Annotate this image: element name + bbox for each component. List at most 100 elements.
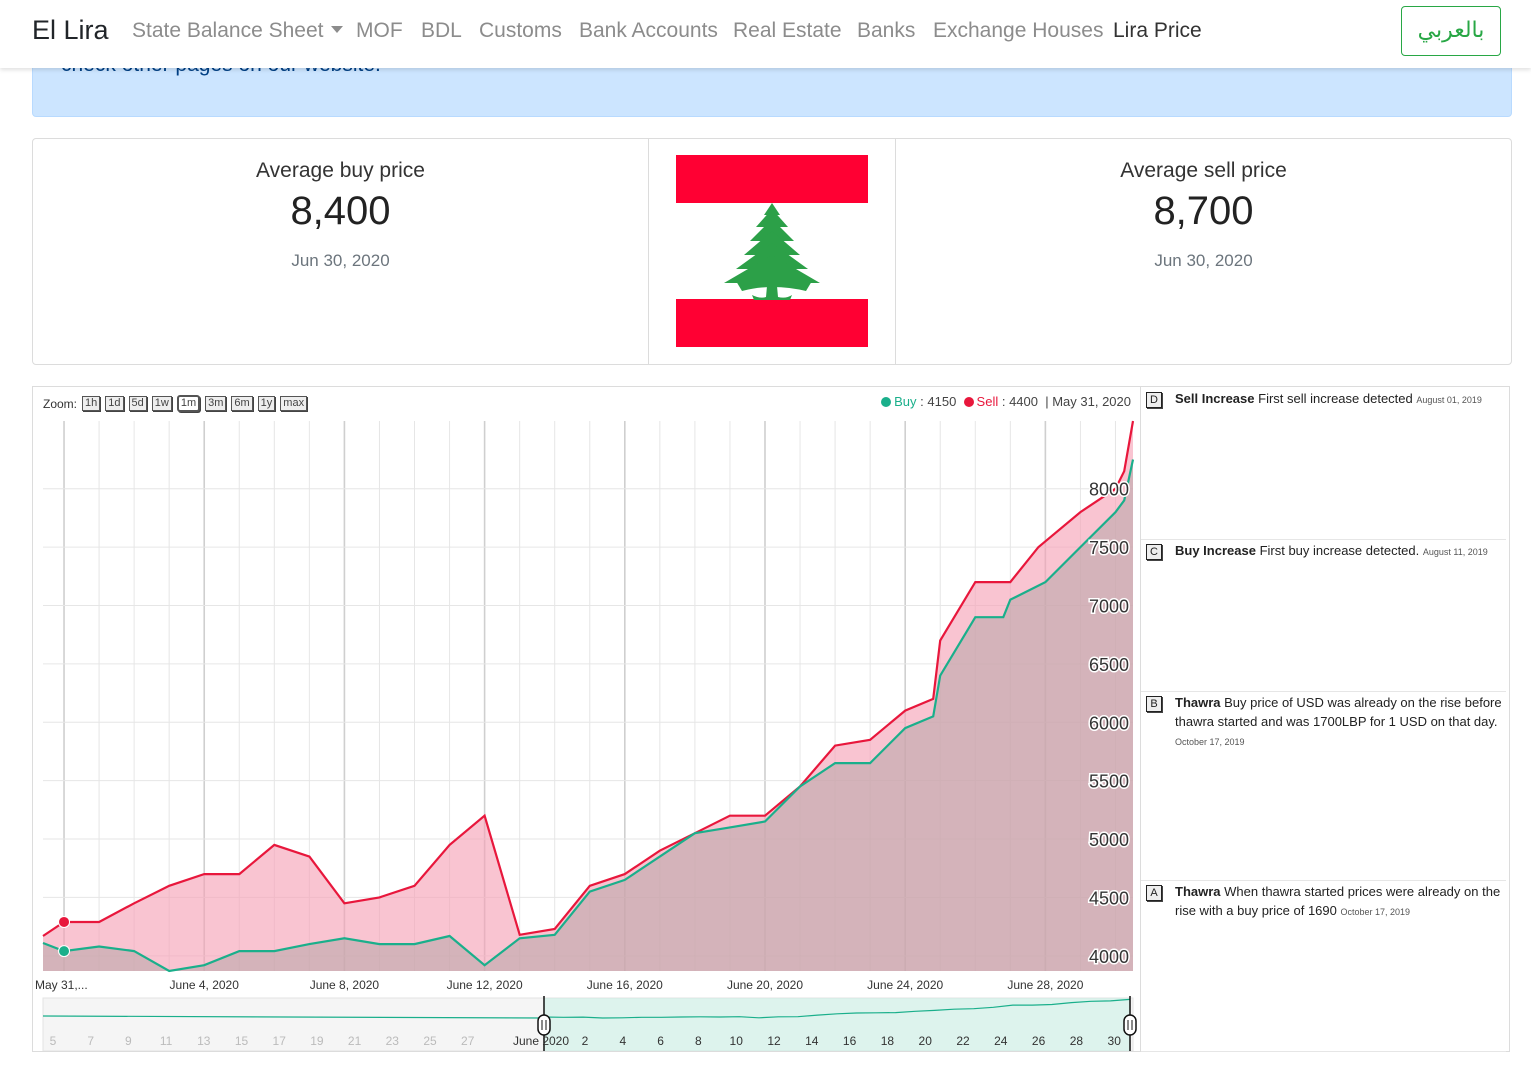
navigator-tick-label: 20 [919, 1034, 933, 1048]
navigator-tick-label: 26 [1032, 1034, 1046, 1048]
navigator-tick-label: 24 [994, 1034, 1008, 1048]
event-title: Thawra [1175, 884, 1221, 899]
x-tick-label: May 31,... [35, 978, 88, 992]
chart-legend: Buy : 4150 Sell : 4400 | May 31, 2020 [881, 394, 1131, 409]
zoom-1w-button[interactable]: 1w [151, 396, 172, 411]
event-description: When thawra started prices were already … [1175, 884, 1501, 918]
x-tick-label: June 4, 2020 [170, 978, 240, 992]
buy-legend-label: Buy [894, 394, 917, 409]
price-summary: Average buy price 8,400 Jun 30, 2020 Ave… [32, 138, 1512, 365]
event-item[interactable]: C Buy Increase First buy increase detecte… [1141, 539, 1506, 692]
event-marker-icon: D [1146, 392, 1162, 408]
navigator-left-handle[interactable] [537, 1014, 551, 1036]
sell-price-card: Average sell price 8,700 Jun 30, 2020 [896, 139, 1511, 364]
buy-area [43, 459, 1133, 971]
zoom-5d-button[interactable]: 5d [128, 396, 147, 411]
navigator-tick-label: 16 [843, 1034, 857, 1048]
navigator-tick-label: 5 [50, 1034, 57, 1048]
nav-customs[interactable]: Customs [479, 19, 562, 42]
buy-price-value: 8,400 [290, 189, 391, 233]
navigator-tick-label: 10 [730, 1034, 744, 1048]
buy-price-date: Jun 30, 2020 [291, 251, 390, 270]
event-date: October 17, 2019 [1340, 907, 1411, 917]
buy-price-label: Average buy price [256, 159, 425, 182]
navigator-tick-label: 19 [310, 1034, 324, 1048]
navigator-line [42, 998, 1131, 1019]
zoom-1m-button[interactable]: 1m [176, 395, 201, 412]
events-panel: D Sell Increase First sell increase detec… [1140, 387, 1510, 1052]
navigator-tick-label: 21 [348, 1034, 362, 1048]
event-date: August 11, 2019 [1422, 547, 1488, 557]
nav-bank-accounts[interactable]: Bank Accounts [579, 19, 718, 42]
zoom-controls: Zoom: 1h 1d 5d 1w 1m 3m 6m 1y max [43, 395, 308, 412]
navbar: El Lira State Balance Sheet MOF BDL Cust… [0, 0, 1531, 68]
y-tick-label: 8000 [1089, 480, 1129, 500]
y-tick-label: 6000 [1089, 713, 1129, 733]
buy-legend-value: 4150 [927, 394, 957, 409]
event-title: Sell Increase [1175, 391, 1255, 406]
zoom-1y-button[interactable]: 1y [257, 396, 276, 411]
sell-price-label: Average sell price [1120, 159, 1287, 182]
flag-panel [649, 139, 896, 364]
zoom-1h-button[interactable]: 1h [82, 396, 101, 411]
nav-mof[interactable]: MOF [356, 19, 403, 42]
event-marker-icon: C [1146, 544, 1162, 560]
event-description: First buy increase detected. [1259, 543, 1420, 558]
navigator-tick-label: 7 [87, 1034, 94, 1048]
nav-banks[interactable]: Banks [857, 19, 916, 42]
navigator-selection [544, 998, 1130, 1051]
nav-exchange-houses[interactable]: Exchange Houses [933, 19, 1104, 42]
x-tick-label: June 12, 2020 [447, 978, 523, 992]
event-date: October 17, 2019 [1175, 737, 1245, 747]
event-description: First sell increase detected [1258, 391, 1413, 406]
lebanon-flag-icon [676, 155, 868, 347]
event-item[interactable]: B Thawra Buy price of USD was already on … [1141, 691, 1506, 881]
event-date: August 01, 2019 [1416, 395, 1482, 405]
y-tick-label: 7000 [1089, 597, 1129, 617]
navigator-tick-label: 14 [805, 1034, 819, 1048]
y-tick-label: 6500 [1089, 655, 1129, 675]
navigator-tick-label: June 2020 [513, 1034, 569, 1048]
y-tick-label: 5000 [1089, 830, 1129, 850]
event-item[interactable]: D Sell Increase First sell increase detec… [1141, 387, 1506, 540]
nav-bdl[interactable]: BDL [421, 19, 462, 42]
buy-point-marker [58, 945, 71, 958]
zoom-6m-button[interactable]: 6m [231, 396, 253, 411]
price-plot[interactable]: 4000 4500 5000 5500 6000 6500 7000 7500 8000 May … [33, 387, 1140, 1051]
event-text: Thawra Buy price of USD was already on t… [1175, 693, 1505, 752]
nav-lira-price[interactable]: Lira Price [1113, 19, 1202, 42]
nav-state-balance-sheet[interactable]: State Balance Sheet [132, 19, 344, 43]
navigator-tick-label: 8 [695, 1034, 702, 1048]
event-title: Thawra [1175, 695, 1221, 710]
navigator-tick-label: 11 [160, 1034, 173, 1048]
chevron-down-icon [331, 26, 344, 34]
buy-line [42, 459, 1135, 973]
event-marker-icon: B [1146, 696, 1162, 712]
event-text: Buy Increase First buy increase detected… [1175, 541, 1505, 562]
sell-point-marker [58, 915, 71, 928]
sell-legend-value: 4400 [1009, 394, 1038, 409]
x-tick-label: June 16, 2020 [587, 978, 663, 992]
arabic-language-button[interactable]: بالعربي [1401, 6, 1501, 56]
x-tick-label: June 8, 2020 [310, 978, 380, 992]
nav-label: State Balance Sheet [132, 19, 324, 42]
navigator-tick-label: 27 [461, 1034, 475, 1048]
navigator-tick-label: 25 [423, 1034, 437, 1048]
nav-real-estate[interactable]: Real Estate [733, 19, 842, 42]
x-tick-label: June 24, 2020 [867, 978, 943, 992]
navigator-tick-label: 15 [235, 1034, 249, 1048]
x-tick-label: June 28, 2020 [1007, 978, 1083, 992]
y-tick-label: 5500 [1089, 772, 1129, 792]
navigator-right-handle[interactable] [1123, 1014, 1137, 1036]
event-description: Buy price of USD was already on the rise… [1175, 695, 1502, 729]
y-tick-label: 7500 [1089, 538, 1129, 558]
zoom-max-button[interactable]: max [280, 396, 308, 411]
navigator-tick-label: 6 [657, 1034, 664, 1048]
event-item[interactable]: A Thawra When thawra started prices were … [1141, 880, 1506, 1052]
zoom-1d-button[interactable]: 1d [105, 396, 124, 411]
brand-logo[interactable]: El Lira [32, 15, 109, 45]
y-tick-label: 4500 [1089, 888, 1129, 908]
sell-legend-label: Sell [976, 394, 999, 409]
y-tick-label: 4000 [1089, 947, 1129, 967]
zoom-3m-button[interactable]: 3m [205, 396, 227, 411]
